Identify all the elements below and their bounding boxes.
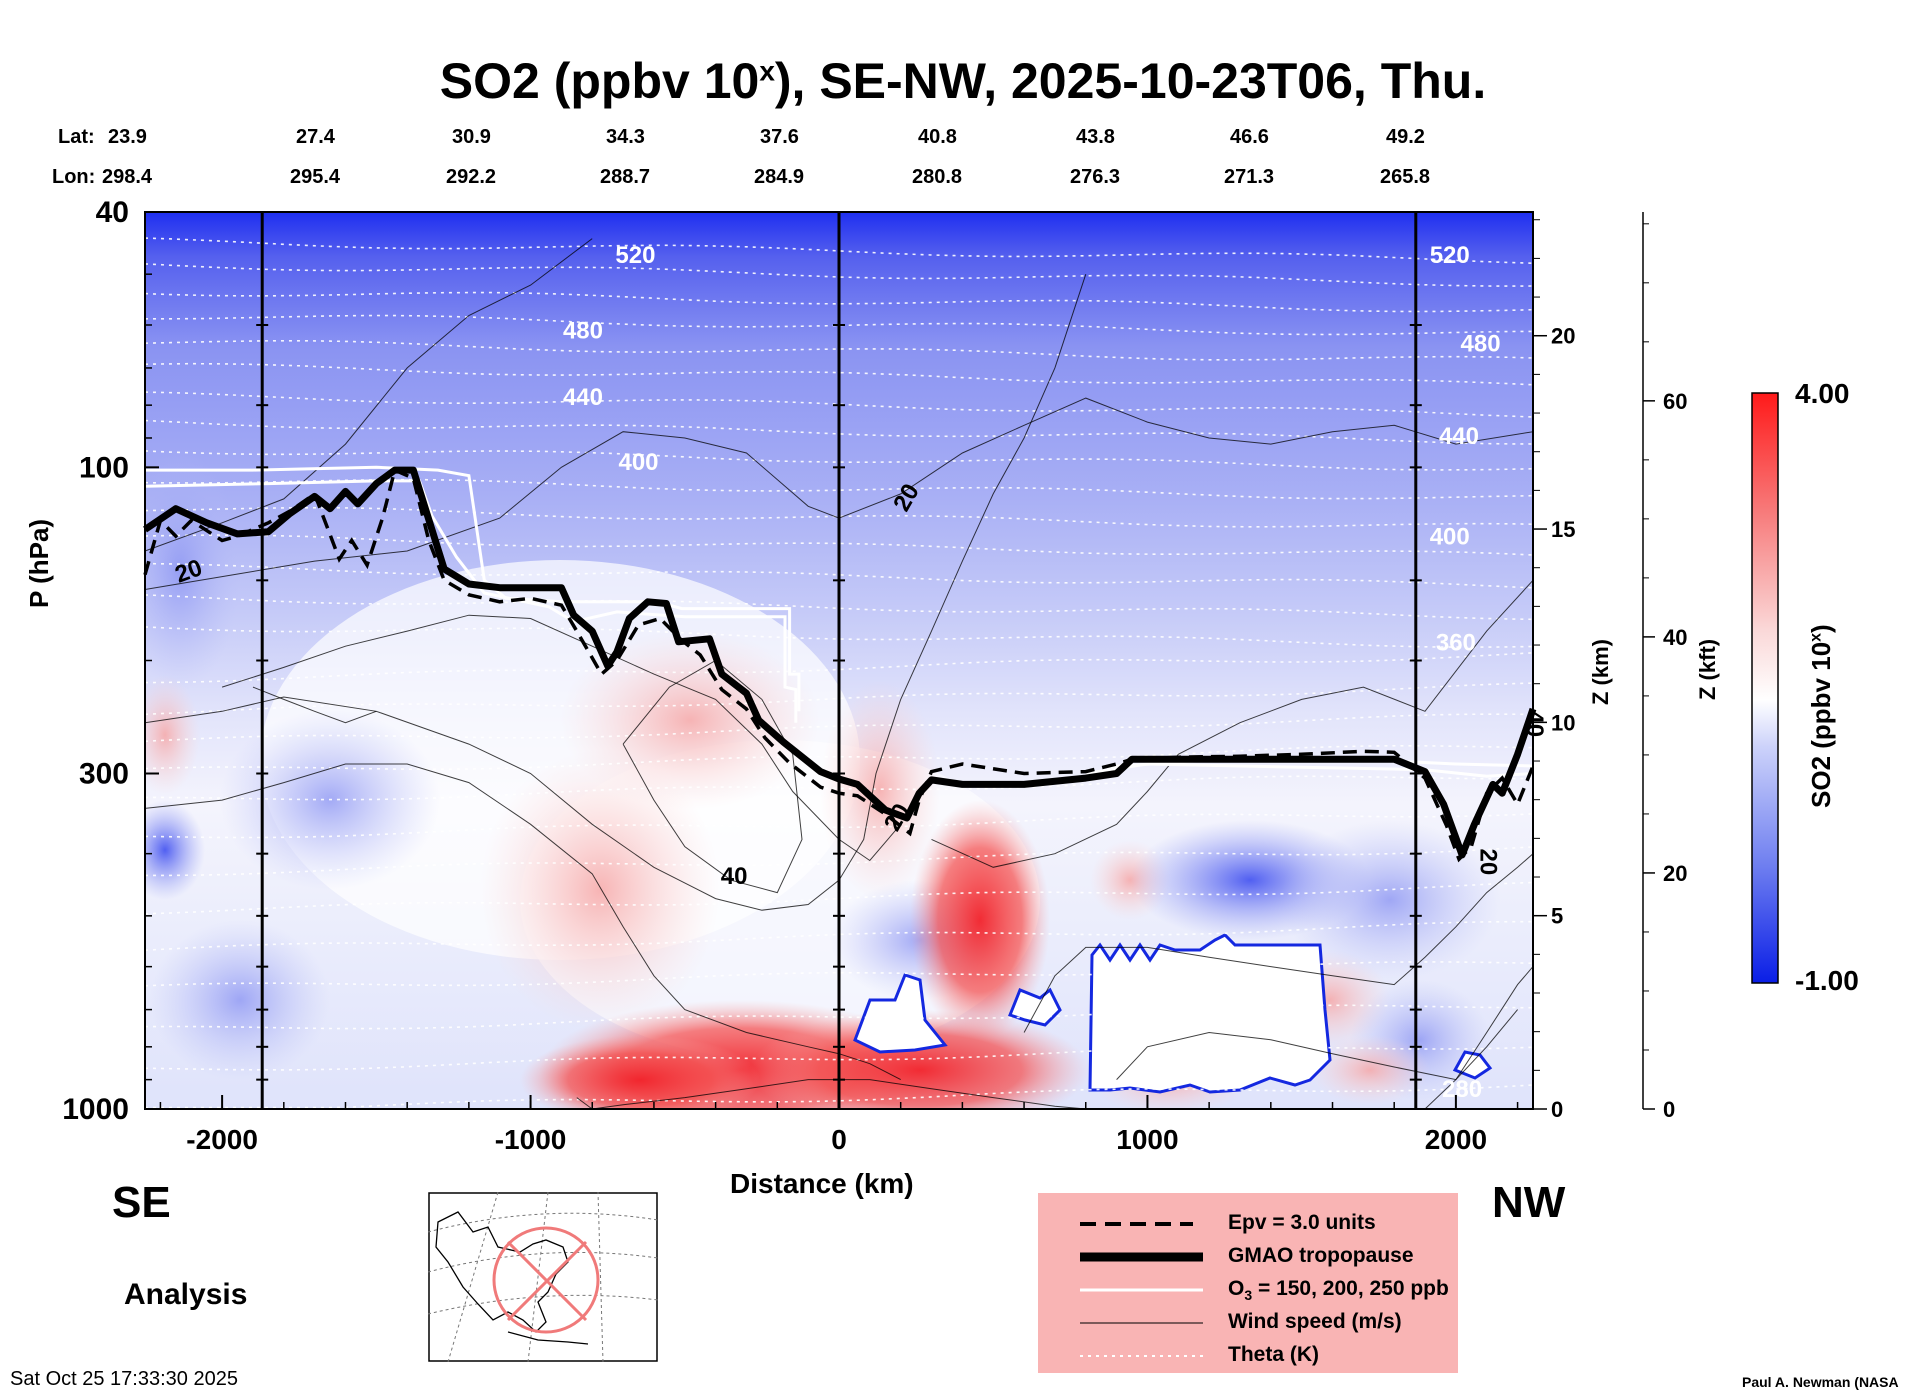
z-kft-tick-label: 60 xyxy=(1663,389,1687,414)
lon-value: 265.8 xyxy=(1380,166,1431,188)
lon-value: 271.3 xyxy=(1224,166,1275,188)
legend: Epv = 3.0 units GMAO tropopause O3 = 150… xyxy=(1038,1193,1458,1373)
theta-label: 400 xyxy=(1430,524,1470,551)
map-coastline xyxy=(435,1211,569,1333)
tropopause-line xyxy=(143,466,1537,859)
x-tick-label: 2000 xyxy=(1425,1124,1487,1155)
x-tick-label: -1000 xyxy=(495,1124,567,1155)
y-tick-label: 1000 xyxy=(62,1093,129,1126)
y-tick-label: 300 xyxy=(79,757,129,790)
map-domain-circle xyxy=(492,1226,600,1334)
tropopause-lines xyxy=(143,466,1537,863)
theta-label: 280 xyxy=(1442,1076,1482,1103)
theta-label: 360 xyxy=(1436,630,1476,657)
lon-value: 295.4 xyxy=(290,166,341,188)
wind-contour xyxy=(144,274,1087,911)
z-km-tick-label: 15 xyxy=(1551,517,1575,542)
wind-label: 20 xyxy=(1475,849,1502,876)
lon-value: 298.4 xyxy=(102,166,153,188)
x-tick-label: -2000 xyxy=(186,1124,258,1155)
wind-speed-contours xyxy=(144,238,1534,1110)
x-tick-label: 1000 xyxy=(1116,1124,1178,1155)
colorbar-min-label: -1.00 xyxy=(1795,965,1859,996)
lon-value: 280.8 xyxy=(912,166,963,188)
legend-tropopause-label: GMAO tropopause xyxy=(1228,1244,1414,1267)
so2-field xyxy=(145,212,1533,1109)
y-tick-label: 100 xyxy=(79,451,129,484)
inset-map xyxy=(428,1192,658,1362)
lon-value: 288.7 xyxy=(600,166,651,188)
z-kft-tick-label: 20 xyxy=(1663,861,1687,886)
lon-label: Lon: xyxy=(52,166,96,188)
wind-contour xyxy=(931,579,1534,868)
wind-contour xyxy=(622,659,803,894)
chart-title: SO2 (ppbv 10x), SE-NW, 2025-10-23T06, Th… xyxy=(439,53,1487,109)
wind-contour xyxy=(144,397,1534,590)
z-km-tick-label: 20 xyxy=(1551,324,1575,349)
lon-value: 284.9 xyxy=(754,166,805,188)
colorbar-max-label: 4.00 xyxy=(1795,378,1850,409)
axes: -2000 -1000 0 1000 2000 40 100 300 1000 0 5 10 15 20 0… xyxy=(62,196,1687,1155)
z-kft-tick-label: 0 xyxy=(1663,1097,1675,1122)
wind-contour xyxy=(576,1079,1086,1110)
legend-ozone-label: O3 = 150, 200, 250 ppb xyxy=(1228,1277,1449,1304)
z-km-tick-label: 0 xyxy=(1551,1097,1563,1122)
wind-label: 40 xyxy=(721,863,748,890)
lon-value: 276.3 xyxy=(1070,166,1121,188)
theta-label: 520 xyxy=(1430,242,1470,269)
lat-value: 23.9 xyxy=(108,126,147,148)
map-coastline-south xyxy=(507,1331,589,1345)
direction-nw: NW xyxy=(1492,1178,1566,1227)
lat-value: 43.8 xyxy=(1076,126,1115,148)
z-km-label: Z (km) xyxy=(1588,639,1613,705)
epv-line xyxy=(143,467,1535,863)
x-tick-label: 0 xyxy=(831,1124,847,1155)
legend-theta-label: Theta (K) xyxy=(1228,1343,1319,1366)
wind-contour xyxy=(1424,966,1534,1110)
timestamp: Sat Oct 25 17:33:30 2025 xyxy=(10,1368,238,1390)
wind-contour xyxy=(1116,1009,1518,1081)
theta-label: 440 xyxy=(1439,423,1479,450)
wind-label: 40 xyxy=(1521,710,1548,737)
z-kft-label: Z (kft) xyxy=(1695,638,1720,700)
map-section-line-2 xyxy=(506,1240,588,1322)
lat-value: 46.6 xyxy=(1230,126,1269,148)
z-km-tick-label: 5 xyxy=(1551,904,1563,929)
credit: Paul A. Newman (NASA xyxy=(1742,1374,1899,1390)
wind-contour xyxy=(144,763,901,1081)
theta-label: 480 xyxy=(563,318,603,345)
z-km-tick-label: 10 xyxy=(1551,710,1575,735)
direction-se: SE xyxy=(112,1178,171,1227)
theta-label: 400 xyxy=(618,449,658,476)
wind-contour xyxy=(1023,853,1534,1033)
lat-value: 37.6 xyxy=(760,126,799,148)
lon-value: 292.2 xyxy=(446,166,497,188)
lat-value: 49.2 xyxy=(1386,126,1425,148)
y-tick-label: 40 xyxy=(96,196,129,229)
theta-label: 520 xyxy=(615,242,655,269)
wind-contour xyxy=(252,686,377,724)
colorbar xyxy=(1751,392,1779,984)
x-axis-label: Distance (km) xyxy=(730,1168,914,1199)
wind-contour xyxy=(221,614,902,862)
theta-label: 480 xyxy=(1461,331,1501,358)
lat-value: 40.8 xyxy=(918,126,957,148)
theta-label: 440 xyxy=(563,384,603,411)
y-axis-label: P (hPa) xyxy=(24,518,54,608)
colorbar-label: SO2 (ppbv 10x) xyxy=(1806,624,1836,808)
wind-contour xyxy=(144,238,593,552)
lat-label: Lat: xyxy=(58,126,95,148)
lat-value: 27.4 xyxy=(296,126,335,148)
lat-value: 30.9 xyxy=(452,126,491,148)
z-kft-tick-label: 40 xyxy=(1663,625,1687,650)
legend-wind-label: Wind speed (m/s) xyxy=(1228,1310,1402,1333)
lat-value: 34.3 xyxy=(606,126,645,148)
legend-epv-label: Epv = 3.0 units xyxy=(1228,1211,1376,1234)
mode-label: Analysis xyxy=(124,1278,248,1311)
